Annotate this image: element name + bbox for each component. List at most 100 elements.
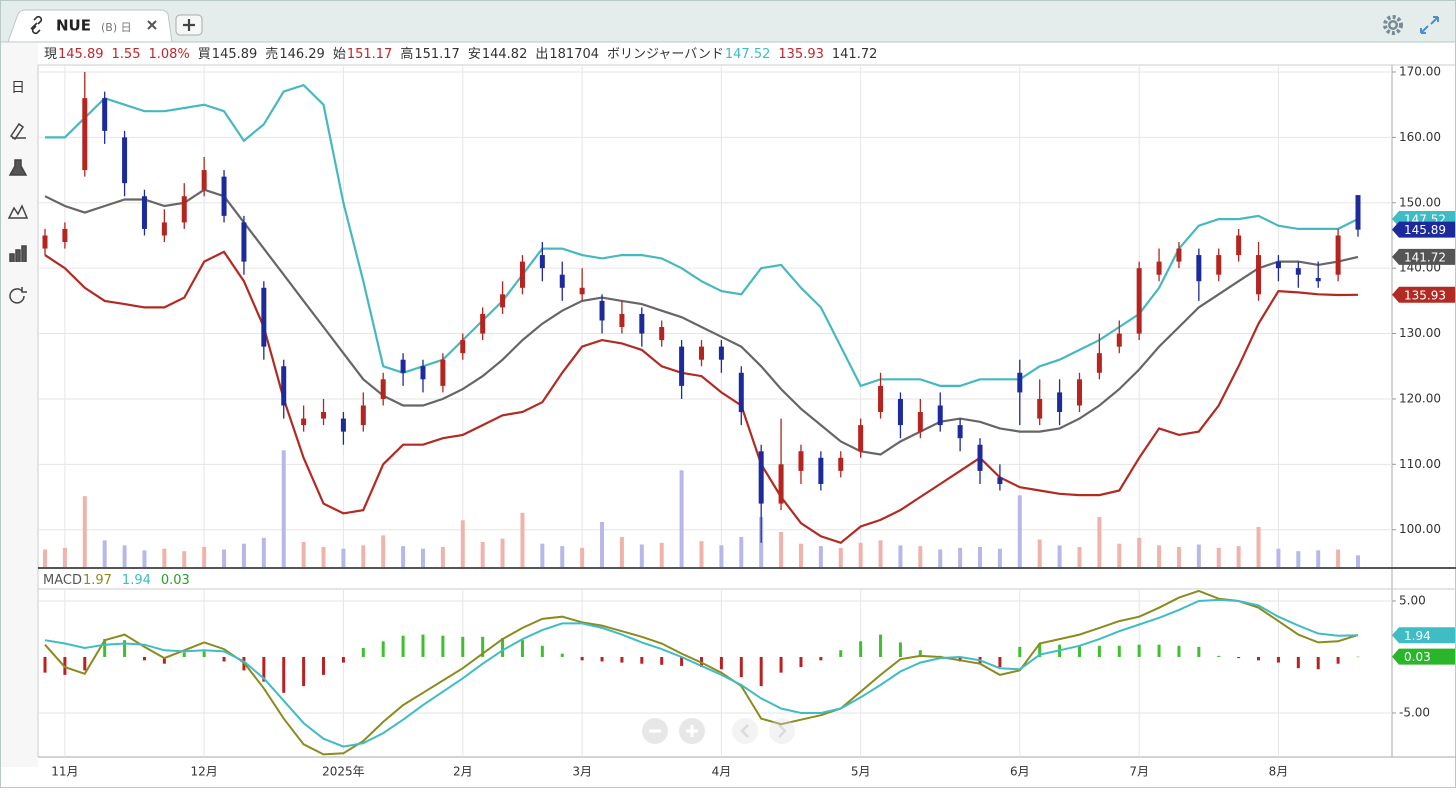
quote-item: 1.08% bbox=[148, 47, 189, 62]
volume-bar bbox=[1236, 546, 1241, 567]
quote-item: 出 bbox=[535, 47, 548, 62]
histogram-bar bbox=[759, 656, 763, 687]
y-tick-label: 130.00 bbox=[1399, 326, 1441, 340]
macd-legend-value: 0.03 bbox=[161, 573, 190, 588]
volume-bar bbox=[401, 546, 406, 567]
histogram-bar bbox=[1117, 645, 1121, 657]
macd-line bbox=[44, 589, 1359, 756]
x-tick-label: 6月 bbox=[1010, 765, 1030, 779]
scroll-left[interactable] bbox=[732, 718, 758, 744]
quote-item: 高 bbox=[400, 46, 413, 62]
volume-bar bbox=[1077, 547, 1082, 567]
y-tick-label: -5.00 bbox=[1399, 705, 1430, 719]
quote-item: 146.29 bbox=[279, 47, 325, 62]
histogram-bar bbox=[322, 656, 326, 675]
volume-bar bbox=[858, 542, 863, 567]
macd-legend-value: 1.94 bbox=[122, 573, 151, 588]
volume-bar bbox=[779, 532, 784, 567]
candle-body bbox=[1057, 392, 1063, 413]
volume-bar bbox=[1256, 527, 1261, 567]
quote-item: 145.89 bbox=[58, 47, 104, 62]
volume-bar bbox=[997, 548, 1002, 567]
histogram-bar bbox=[1097, 645, 1101, 657]
quote-item: 144.82 bbox=[482, 47, 528, 62]
candle-body bbox=[42, 235, 48, 249]
candle-body bbox=[122, 137, 128, 184]
add-icon bbox=[183, 19, 195, 31]
histogram-bar bbox=[680, 656, 684, 666]
candle-body bbox=[1275, 261, 1281, 269]
candle-body bbox=[619, 313, 625, 328]
candle-body bbox=[102, 98, 108, 131]
quote-item: 151.17 bbox=[414, 47, 460, 62]
candle-body bbox=[1196, 255, 1202, 282]
candle-body bbox=[1116, 333, 1122, 347]
volume-bar bbox=[500, 538, 505, 567]
volume-bar bbox=[639, 544, 644, 567]
histogram-bar bbox=[958, 656, 962, 662]
x-tick-label: 3月 bbox=[572, 765, 592, 779]
histogram-bar bbox=[43, 656, 47, 673]
histogram-bar bbox=[501, 637, 505, 657]
candle-body bbox=[818, 457, 824, 484]
candle-body bbox=[480, 313, 486, 334]
histogram-bar bbox=[879, 634, 883, 657]
histogram-bar bbox=[660, 656, 664, 665]
volume-bar bbox=[1176, 547, 1181, 567]
histogram-bar bbox=[83, 656, 87, 671]
histogram-bar bbox=[819, 656, 823, 661]
histogram-bar bbox=[1018, 646, 1022, 657]
volume-bar bbox=[798, 543, 803, 567]
quote-item: 141.72 bbox=[832, 47, 878, 62]
volume-bar bbox=[162, 548, 167, 567]
tab[interactable] bbox=[7, 9, 173, 43]
histogram-bar bbox=[302, 656, 306, 687]
value-tag-label: 1.94 bbox=[1404, 629, 1431, 643]
candle-body bbox=[738, 372, 744, 413]
candle-body bbox=[1315, 277, 1321, 282]
settings-icon[interactable] bbox=[1383, 15, 1403, 35]
candle-body bbox=[500, 294, 506, 308]
candle-body bbox=[281, 366, 287, 406]
bollinger-middle bbox=[44, 188, 1359, 456]
histogram-bar bbox=[600, 656, 604, 662]
quote-line: 現145.89 1.55 1.08% 買145.89 売146.29 始151.17 高15… bbox=[44, 46, 877, 62]
volume-bar bbox=[1196, 544, 1201, 567]
zoom-in[interactable] bbox=[679, 718, 705, 744]
histogram-bar bbox=[481, 636, 485, 657]
y-tick-label: 120.00 bbox=[1399, 391, 1441, 405]
x-tick-label: 5月 bbox=[851, 765, 871, 779]
period-button[interactable]: 日 bbox=[11, 80, 25, 96]
macd-legend: MACD1.97 1.94 0.03 bbox=[43, 573, 190, 588]
histogram-bar bbox=[1257, 656, 1261, 661]
x-tick-label: 7月 bbox=[1129, 765, 1149, 779]
histogram-bar bbox=[182, 652, 186, 657]
tab-bar bbox=[1, 1, 1455, 42]
volume-bar bbox=[321, 547, 326, 567]
link-icon bbox=[30, 15, 43, 35]
volume-bar bbox=[898, 545, 903, 567]
histogram-bar bbox=[580, 656, 584, 661]
candle-body bbox=[1216, 255, 1222, 275]
histogram-bar bbox=[1077, 645, 1081, 657]
macd-line bbox=[44, 598, 1359, 748]
close-tab[interactable] bbox=[147, 20, 157, 30]
candle-body bbox=[1017, 372, 1023, 393]
volume-bar bbox=[978, 547, 983, 567]
scroll-right[interactable] bbox=[769, 718, 795, 744]
candle-body bbox=[161, 222, 167, 236]
volume-bar bbox=[600, 522, 605, 567]
volume-bar bbox=[361, 545, 366, 567]
y-tick-label: 100.00 bbox=[1399, 522, 1441, 536]
candle-body bbox=[1176, 248, 1182, 262]
expand-icon[interactable] bbox=[1420, 16, 1439, 34]
volume-bar bbox=[381, 535, 386, 567]
x-tick-label: 11月 bbox=[51, 765, 78, 779]
zoom-out[interactable] bbox=[642, 718, 668, 744]
candle-body bbox=[997, 477, 1003, 484]
macd-legend-value: 1.97 bbox=[83, 573, 112, 588]
volume-bar bbox=[580, 547, 585, 567]
volume-bar bbox=[1336, 549, 1341, 567]
value-tag-label: 145.89 bbox=[1404, 223, 1446, 237]
